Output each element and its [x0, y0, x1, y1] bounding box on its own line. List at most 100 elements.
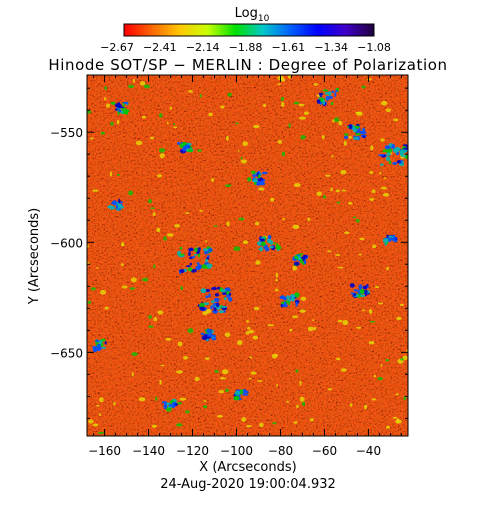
network-patch: [399, 152, 404, 157]
colorbar-swatch: [188, 24, 191, 36]
network-patch: [179, 253, 185, 256]
fleck: [242, 141, 248, 147]
fleck: [342, 319, 349, 326]
network-patch: [362, 285, 368, 290]
fleck: [396, 316, 402, 321]
colorbar-swatch: [144, 24, 147, 36]
fleck: [173, 126, 178, 129]
fleck: [302, 401, 306, 406]
network-patch: [211, 337, 217, 341]
network-patch: [360, 131, 367, 135]
colorbar-swatch: [256, 24, 259, 36]
network-patch: [331, 90, 335, 93]
fleck: [369, 320, 376, 323]
network-patch: [205, 288, 210, 293]
colorbar-tick-label: −1.34: [314, 41, 348, 54]
fleck: [355, 218, 360, 223]
network-patch: [267, 238, 272, 244]
colorbar-swatch: [260, 24, 263, 36]
fleck: [371, 189, 376, 194]
network-patch: [104, 341, 107, 345]
colorbar-swatch: [156, 24, 159, 36]
colorbar-swatch: [338, 24, 341, 36]
network-patch: [203, 248, 209, 252]
network-patch: [294, 292, 300, 298]
fleck: [214, 369, 219, 373]
fleck: [176, 423, 183, 427]
network-patch: [223, 297, 227, 301]
fleck: [211, 178, 215, 182]
fleck: [155, 396, 158, 401]
colorbar-swatch: [270, 24, 273, 36]
fleck: [242, 240, 249, 245]
fleck: [116, 120, 120, 125]
polarization-map: [87, 75, 408, 436]
network-patch: [205, 258, 209, 263]
network-patch: [200, 288, 207, 294]
fleck: [366, 78, 372, 81]
fleck: [194, 376, 200, 382]
map-patches: [87, 75, 408, 435]
fleck: [139, 81, 146, 86]
fleck: [257, 380, 263, 382]
network-patch: [285, 295, 290, 300]
colorbar-swatch: [274, 24, 277, 36]
fleck: [160, 364, 165, 367]
fleck: [296, 404, 299, 409]
fleck: [100, 289, 106, 295]
network-patch: [391, 237, 398, 240]
colorbar-swatch: [328, 24, 331, 36]
fleck: [176, 402, 182, 405]
colorbar-swatch: [126, 24, 129, 36]
network-patch: [193, 253, 198, 256]
fleck: [241, 417, 246, 422]
network-patch: [394, 146, 401, 152]
fleck: [128, 190, 134, 196]
network-patch: [118, 108, 122, 113]
network-patch: [228, 292, 232, 296]
colorbar-swatch: [334, 24, 337, 36]
fleck: [157, 174, 163, 178]
fleck: [300, 296, 307, 301]
fleck: [383, 177, 387, 180]
y-tick-label: −600: [50, 236, 83, 250]
fleck: [99, 413, 102, 417]
colorbar-tick-label: −2.67: [100, 41, 134, 54]
fleck: [205, 308, 212, 314]
fleck: [304, 111, 309, 115]
fleck: [399, 303, 405, 306]
fleck: [197, 149, 202, 152]
x-tick-label: −100: [220, 444, 253, 458]
fleck: [263, 103, 266, 108]
colorbar-swatch: [226, 24, 229, 36]
colorbar-tick-label: −1.61: [271, 41, 305, 54]
colorbar-swatch: [314, 24, 317, 36]
colorbar-swatch: [294, 24, 297, 36]
fleck: [309, 418, 314, 422]
colorbar-swatch: [354, 24, 357, 36]
fleck: [293, 183, 301, 187]
fleck: [158, 148, 166, 153]
network-patch: [161, 401, 167, 404]
network-patch: [194, 247, 198, 253]
fleck: [295, 369, 299, 373]
network-patch: [353, 289, 359, 292]
fleck: [165, 338, 172, 341]
fleck: [148, 199, 152, 204]
fleck: [385, 425, 390, 429]
colorbar-swatch: [296, 24, 299, 36]
colorbar-swatch: [148, 24, 151, 36]
x-tick-label: −160: [88, 444, 121, 458]
fleck: [348, 135, 352, 139]
colorbar-swatch: [174, 24, 177, 36]
network-patch: [354, 125, 360, 129]
colorbar-swatch: [362, 24, 365, 36]
network-patch: [197, 253, 201, 258]
network-patch: [295, 301, 298, 307]
colorbar-swatch: [182, 24, 185, 36]
colorbar-swatch: [306, 24, 309, 36]
y-axis-label: Y (Arcseconds): [27, 208, 42, 305]
fleck: [293, 101, 300, 105]
colorbar-swatch: [350, 24, 353, 36]
fleck: [176, 370, 183, 374]
